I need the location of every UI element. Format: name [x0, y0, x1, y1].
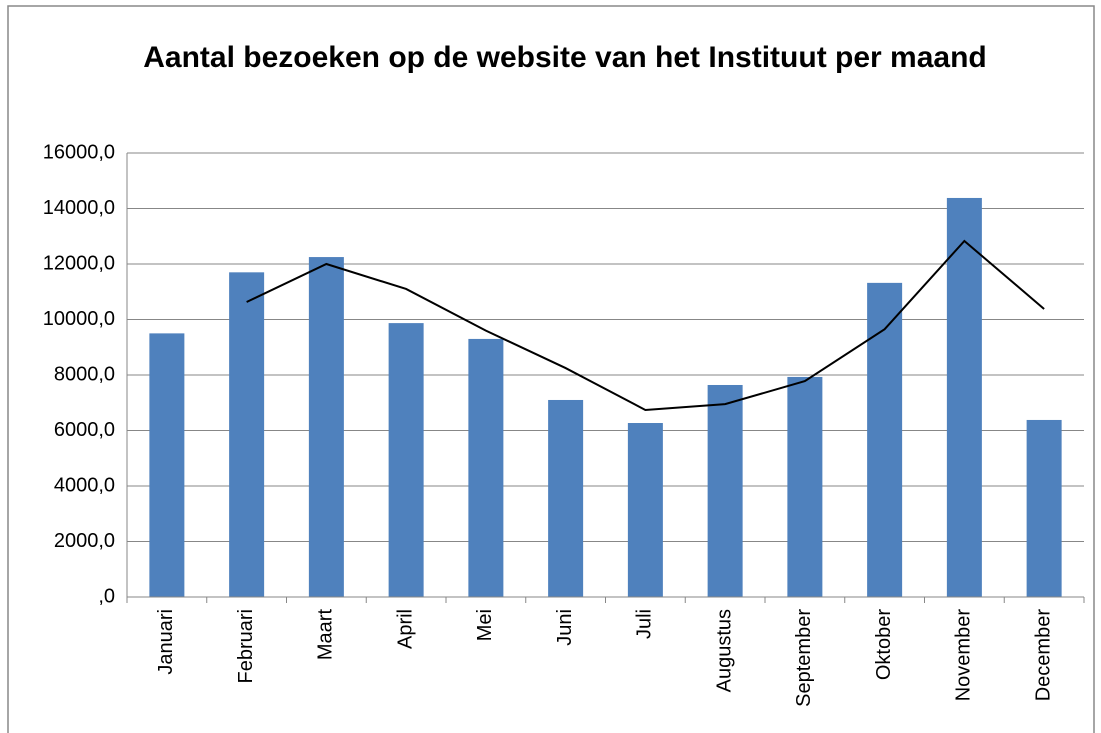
x-tick-label: Februari — [235, 609, 257, 683]
bar — [1026, 419, 1062, 597]
bar — [548, 399, 584, 597]
y-tick-label: 2000,0 — [54, 530, 115, 552]
x-tick-label: April — [394, 609, 416, 649]
bar — [229, 272, 265, 597]
x-tick-label: Juli — [634, 609, 656, 639]
y-tick-label: ,0 — [98, 585, 115, 607]
bar — [787, 376, 823, 597]
bar — [308, 257, 344, 597]
y-tick-label: 16000,0 — [43, 141, 115, 163]
x-tick-label: Augustus — [713, 609, 735, 692]
y-tick-label: 8000,0 — [54, 363, 115, 385]
x-tick-label: Juni — [554, 609, 576, 646]
x-tick-label: Oktober — [873, 609, 895, 680]
y-tick-label: 10000,0 — [43, 308, 115, 330]
y-tick-label: 4000,0 — [54, 474, 115, 496]
bar — [388, 323, 424, 597]
x-tick-label: December — [1032, 609, 1054, 702]
bar — [946, 197, 982, 597]
y-tick-label: 14000,0 — [43, 197, 115, 219]
bar — [468, 338, 504, 597]
x-tick-label: Maart — [315, 609, 337, 661]
x-tick-label: November — [953, 609, 975, 702]
bar — [627, 423, 663, 597]
bar — [867, 282, 903, 597]
x-tick-label: September — [793, 609, 815, 707]
x-tick-label: Mei — [474, 609, 496, 641]
x-tick-label: Januari — [155, 609, 177, 675]
trend-line — [246, 239, 1045, 411]
bar — [707, 384, 743, 597]
y-tick-label: 12000,0 — [43, 252, 115, 274]
chart-frame — [7, 5, 1095, 733]
y-tick-label: 6000,0 — [54, 419, 115, 441]
chart-title: Aantal bezoeken op de website van het In… — [143, 41, 987, 74]
bar — [149, 333, 185, 597]
